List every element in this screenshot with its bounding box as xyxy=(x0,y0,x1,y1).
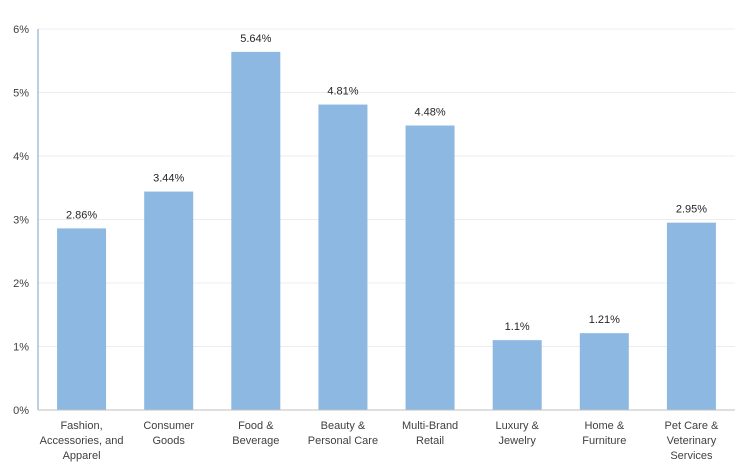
data-label: 1.1% xyxy=(505,321,530,333)
category-label: Consumer Goods xyxy=(143,420,194,447)
data-label: 2.95% xyxy=(676,204,707,216)
y-tick-label: 0% xyxy=(13,405,29,417)
y-tick-label: 3% xyxy=(13,215,29,227)
gridlines xyxy=(38,28,735,347)
bar xyxy=(492,340,542,410)
bar xyxy=(231,51,281,411)
data-label: 5.64% xyxy=(240,33,271,45)
category-label: Multi-Brand Retail xyxy=(402,420,458,447)
bar xyxy=(57,228,107,410)
data-label: 4.81% xyxy=(327,86,358,98)
data-label: 4.48% xyxy=(414,107,445,119)
category-label: Food & Beverage xyxy=(232,420,279,447)
y-tick-label: 4% xyxy=(13,151,29,163)
bar xyxy=(144,191,194,410)
y-tick-label: 6% xyxy=(13,24,29,36)
category-label: Home & Furniture xyxy=(582,420,626,447)
y-tick-label: 5% xyxy=(13,88,29,100)
bar xyxy=(579,333,629,410)
data-label: 3.44% xyxy=(153,173,184,185)
y-tick-label: 1% xyxy=(13,342,29,354)
axes xyxy=(37,29,735,411)
bar xyxy=(405,125,455,411)
data-labels: 2.86% 3.44% 5.64% 4.81% 4.48% 1.1% 1.21% 2.95% xyxy=(66,33,707,333)
category-label: Pet Care & Veterinary Services xyxy=(665,420,719,462)
bar xyxy=(666,222,716,410)
category-label: Fashion, Accessories, and Apparel xyxy=(40,420,124,462)
bars xyxy=(57,51,716,411)
category-labels: Fashion, Accessories, and Apparel Consumer G… xyxy=(40,420,719,462)
y-tick-labels: 0% 1% 2% 3% 4% 5% 6% xyxy=(13,24,29,417)
category-label: Luxury & Jewelry xyxy=(495,420,539,447)
data-label: 1.21% xyxy=(589,314,620,326)
y-tick-label: 2% xyxy=(13,278,29,290)
category-label: Beauty & Personal Care xyxy=(308,420,378,447)
bar xyxy=(318,104,368,410)
data-label: 2.86% xyxy=(66,209,97,221)
